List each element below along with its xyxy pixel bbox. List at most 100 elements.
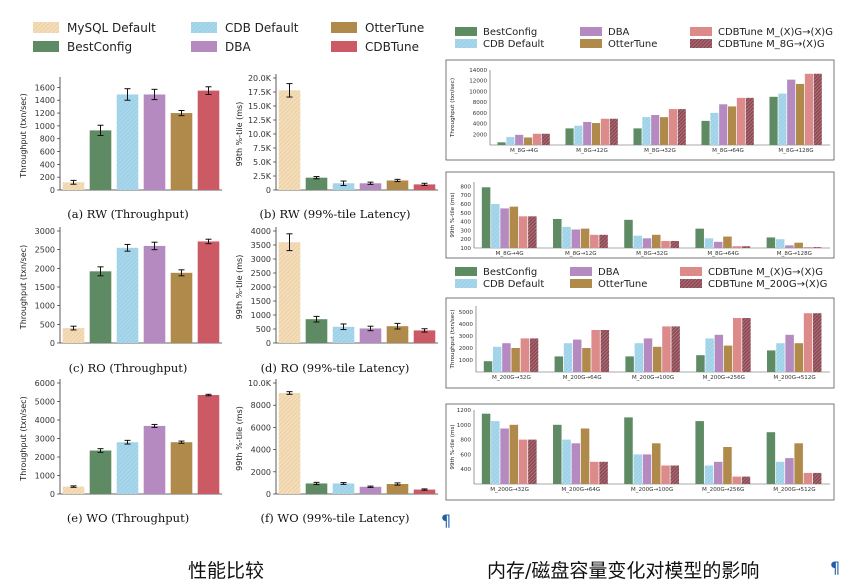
bar: [571, 443, 581, 484]
y-tick-label: 200: [460, 237, 471, 243]
bar: [733, 318, 742, 372]
x-tick-label: M_8G→64G: [712, 148, 744, 154]
bar: [624, 219, 633, 248]
bar: [741, 246, 751, 248]
y-tick-label: 3000: [459, 334, 474, 340]
y-axis-label: Throughput (txn/sec): [450, 310, 456, 370]
bar: [305, 319, 328, 343]
y-tick-label: 2.5K: [253, 172, 272, 181]
y-tick-label: 1600: [35, 83, 55, 92]
bar: [652, 443, 661, 484]
bar: [509, 206, 519, 248]
bar: [794, 343, 804, 372]
bar: [554, 356, 564, 372]
bar: [580, 228, 590, 248]
bar: [794, 242, 803, 248]
y-tick-label: 1000: [35, 122, 55, 131]
legend-label: CDBTune M_(X)G→(X)G: [708, 267, 823, 278]
y-tick-label: 500: [256, 325, 271, 334]
y-tick-label: 15.0K: [248, 102, 272, 111]
bar: [515, 134, 524, 145]
bar: [803, 472, 813, 484]
y-tick-label: 17.5K: [248, 88, 272, 97]
y-tick-label: 20.0K: [248, 74, 272, 83]
y-tick-label: 1500: [251, 297, 271, 306]
bar: [812, 472, 822, 484]
y-tick-label: 10.0K: [248, 130, 272, 139]
bar: [723, 447, 732, 484]
y-tick-label: 10000: [469, 89, 487, 95]
bar: [359, 486, 382, 494]
bar: [528, 216, 537, 248]
bar: [652, 234, 661, 248]
y-tick-label: 1200: [457, 408, 472, 414]
y-tick-label: 3000: [35, 435, 55, 444]
bar: [670, 465, 680, 484]
y-tick-label: 600: [460, 452, 471, 458]
y-axis-label: Throughput (txn/sec): [19, 245, 28, 330]
x-tick-label: M_8G→12G: [565, 251, 597, 257]
y-tick-label: 1000: [35, 472, 55, 481]
bar: [571, 229, 581, 248]
bar: [590, 461, 599, 484]
x-tick-label: M_200G→100G: [632, 375, 674, 381]
legend-swatch: [455, 39, 477, 48]
legend-label: OtterTune: [608, 39, 657, 50]
bar: [785, 245, 794, 248]
bar: [633, 235, 643, 248]
y-tick-label: 12000: [469, 79, 487, 85]
bar: [574, 125, 583, 145]
bar: [413, 489, 436, 494]
bar: [776, 343, 785, 372]
legend-swatch: [580, 39, 602, 48]
y-tick-label: 0: [266, 490, 271, 499]
y-tick-label: 2000: [459, 346, 474, 352]
legend-swatch: [331, 22, 357, 33]
y-tick-label: 100: [460, 246, 471, 252]
legend-swatch: [680, 267, 702, 276]
y-tick-label: 2000: [35, 453, 55, 462]
legend-swatch: [191, 41, 217, 52]
subplot-caption: (c) RO (Throughput): [69, 361, 188, 375]
y-tick-label: 700: [460, 193, 471, 199]
bar: [785, 458, 794, 484]
bar: [481, 187, 491, 248]
x-tick-label: M_200G→64G: [563, 375, 602, 381]
y-tick-label: 1000: [457, 423, 472, 429]
bar: [695, 421, 704, 484]
bar: [116, 247, 139, 343]
subplot-caption: (d) RO (99%-tile Latency): [261, 361, 410, 375]
bar: [509, 424, 519, 484]
legend-label: DBA: [598, 267, 620, 278]
bar: [520, 338, 530, 372]
bar: [668, 109, 677, 145]
legend-label: OtterTune: [365, 21, 424, 35]
y-tick-label: 4000: [459, 322, 474, 328]
x-tick-label: M_8G→64G: [707, 251, 739, 257]
bar: [642, 117, 651, 145]
bar: [660, 117, 669, 145]
y-tick-label: 2000: [251, 468, 271, 477]
bar: [305, 177, 328, 190]
y-tick-label: 8000: [251, 401, 271, 410]
bar: [583, 121, 592, 145]
bar: [766, 350, 776, 372]
bar: [695, 228, 704, 248]
y-tick-label: 5000: [459, 310, 474, 316]
y-tick-label: 400: [460, 467, 471, 473]
bar: [778, 93, 787, 145]
bar: [769, 96, 778, 145]
bar: [541, 133, 550, 145]
x-tick-label: M_200G→32G: [492, 375, 531, 381]
legend-swatch: [455, 27, 477, 36]
bar: [278, 392, 301, 494]
x-tick-label: M_200G→100G: [631, 487, 673, 493]
legend-swatch: [580, 27, 602, 36]
bar: [670, 240, 680, 248]
bar: [625, 356, 634, 372]
legend-swatch: [680, 279, 702, 288]
y-tick-label: 400: [40, 160, 55, 169]
bar: [580, 428, 590, 484]
bar: [332, 483, 355, 494]
bar: [500, 428, 509, 484]
